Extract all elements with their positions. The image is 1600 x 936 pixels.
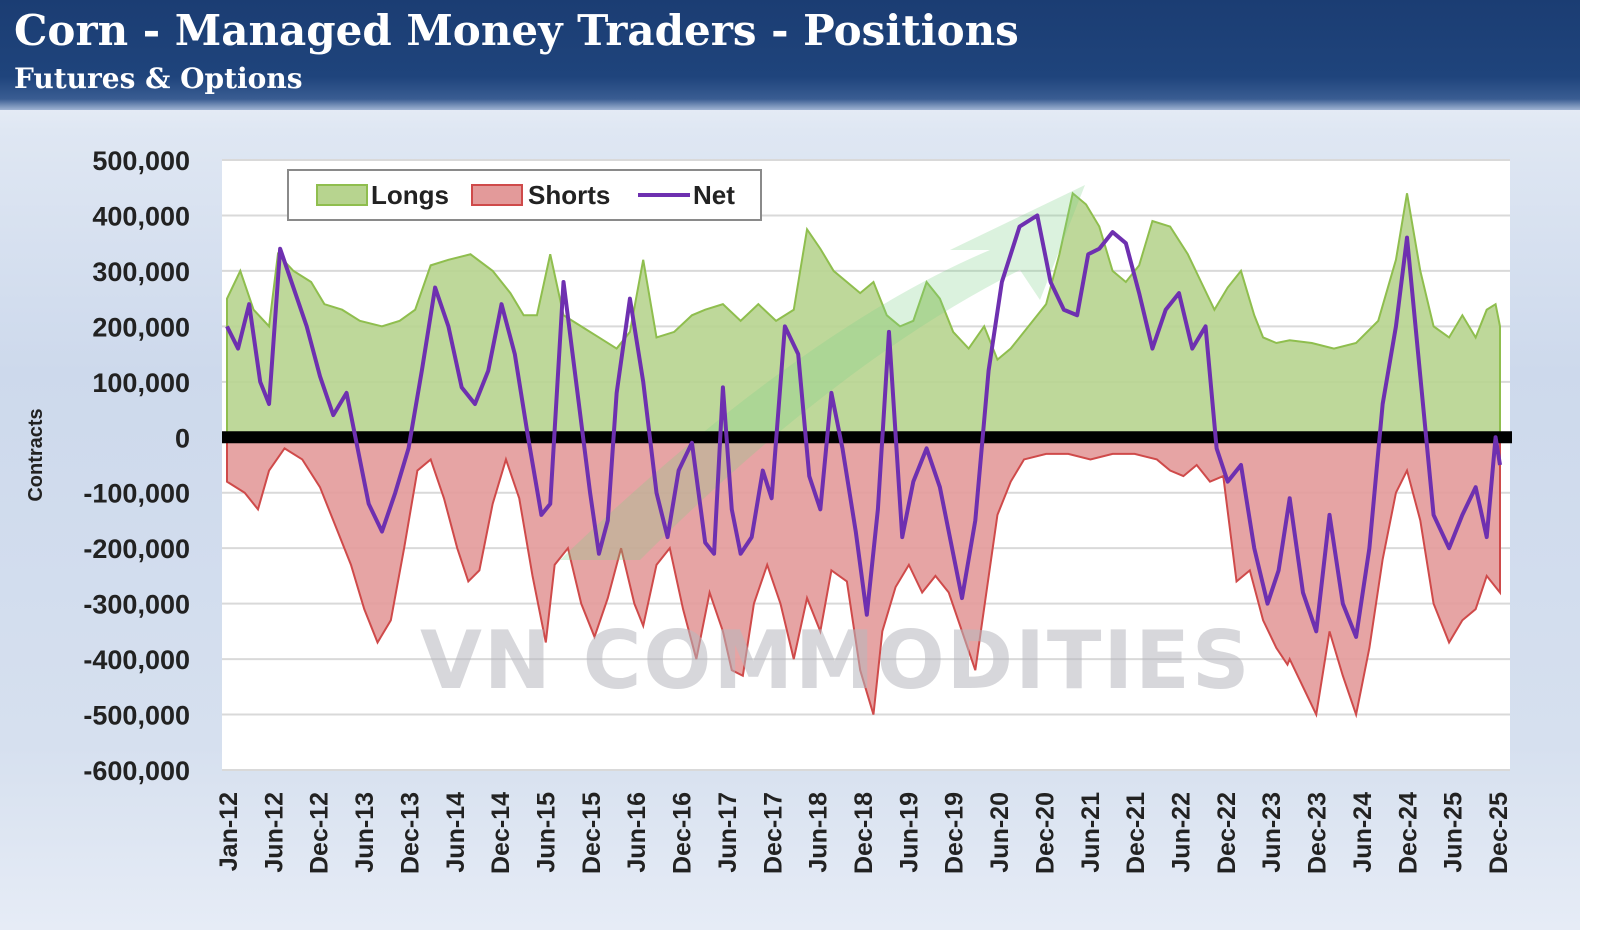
x-tick-label: Dec-24 [1394,792,1422,874]
x-tick-label: Jun-14 [442,792,470,873]
legend-shorts-swatch [471,184,523,206]
x-tick-label: Dec-16 [669,792,697,874]
y-tick-label: 300,000 [92,257,190,287]
x-tick-label: Jun-13 [351,792,379,873]
y-tick-label: -500,000 [83,701,190,731]
legend-net-label: Net [693,180,735,210]
chart-header: Corn - Managed Money Traders - Positions… [0,0,1580,110]
x-tick-label: Jun-18 [805,792,833,873]
y-tick-label: 500,000 [92,146,190,176]
x-tick-label: Dec-13 [396,792,424,874]
chart-title: Corn - Managed Money Traders - Positions [14,6,1019,55]
x-tick-label: Dec-12 [306,792,334,874]
x-tick-label: Dec-14 [487,792,515,874]
x-tick-label: Jun-24 [1349,792,1377,873]
y-tick-label: -600,000 [83,756,190,786]
y-tick-label: -100,000 [83,479,190,509]
y-axis-ticks: 500,000 400,000 300,000 200,000 100,000 0 -100… [83,146,190,786]
x-tick-label: Dec-23 [1304,792,1332,874]
y-tick-label: 400,000 [92,201,190,231]
x-tick-label: Jun-17 [714,792,742,873]
x-tick-label: Dec-15 [578,792,606,874]
legend-longs-label: Longs [371,180,449,210]
x-tick-label: Jun-21 [1077,792,1105,873]
y-tick-label: 0 [175,423,190,453]
watermark: VN COMMODITIES [420,614,1251,707]
watermark-arrow-icon [560,185,1085,560]
x-tick-label: Dec-20 [1031,792,1059,874]
x-tick-label: Jun-20 [986,792,1014,873]
net-line [225,213,1502,639]
x-tick-label: Dec-17 [759,792,787,874]
x-tick-label: Dec-25 [1485,792,1513,874]
x-tick-label: Jun-19 [895,792,923,873]
x-tick-label: Jun-25 [1440,792,1468,873]
x-tick-label: Dec-21 [1122,792,1150,874]
x-tick-label: Jun-22 [1168,792,1196,873]
x-tick-label: Jun-16 [623,792,651,873]
x-axis-ticks: Jan-12 Jun-12 Dec-12 Jun-13 Dec-13 Jun-14 Dec-… [215,792,1513,874]
y-tick-label: -200,000 [83,534,190,564]
x-tick-label: Jan-12 [215,792,243,871]
net-line-group [225,213,1502,639]
legend-longs-swatch [316,184,368,206]
x-tick-label: Jun-12 [260,792,288,873]
x-tick-label: Dec-18 [850,792,878,874]
y-tick-label: -400,000 [83,645,190,675]
legend: Longs Shorts Net [287,169,762,221]
y-tick-label: 200,000 [92,312,190,342]
chart-subtitle: Futures & Options [14,62,303,95]
x-tick-label: Jun-15 [533,792,561,873]
x-tick-label: Jun-23 [1258,792,1286,873]
legend-shorts-label: Shorts [528,180,610,210]
y-axis-label: Contracts [25,408,47,501]
y-tick-label: -300,000 [83,590,190,620]
y-tick-label: 100,000 [92,368,190,398]
x-tick-label: Dec-22 [1213,792,1241,874]
x-tick-label: Dec-19 [941,792,969,874]
longs-area [226,191,1501,439]
